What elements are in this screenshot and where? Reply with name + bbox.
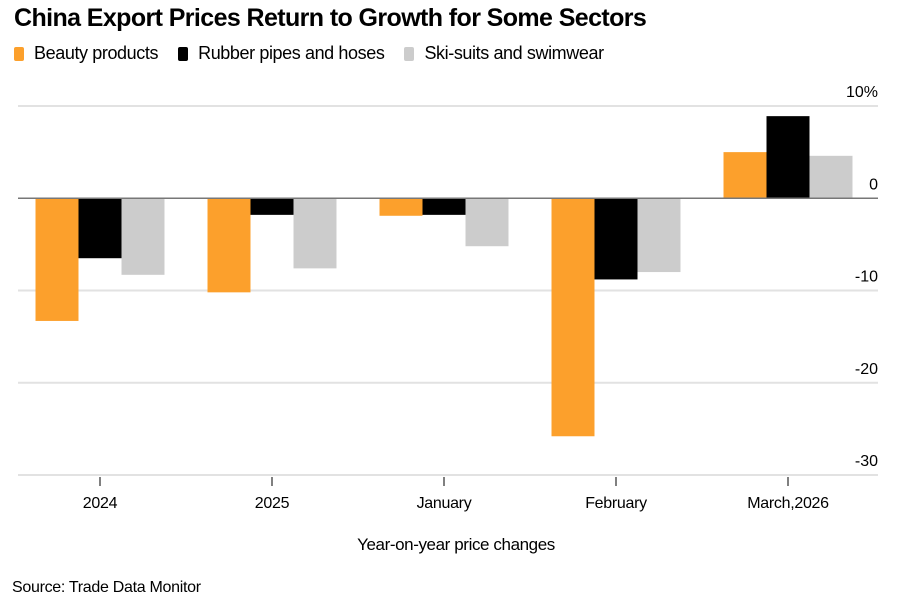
chart-title: China Export Prices Return to Growth for… [14,4,647,32]
bar-beauty-products-3 [551,198,595,437]
x-tick-label: 2024 [83,495,118,512]
legend-label-beauty-products: Beauty products [34,43,159,63]
bar-rubber-pipes-and-hoses-2 [422,198,466,215]
y-tick-label: -10 [855,269,878,286]
y-tick-label: 10% [846,84,878,101]
bar-beauty-products-2 [379,198,423,216]
bar-ski-suits-and-swimwear-1 [293,198,337,269]
bar-rubber-pipes-and-hoses-0 [78,198,122,259]
bar-beauty-products-4 [723,152,767,199]
y-tick-label: 0 [869,176,878,193]
legend-item-beauty-products: Beauty products [14,43,158,64]
bar-rubber-pipes-and-hoses-3 [594,198,638,280]
bars [35,116,853,437]
legend: Beauty products Rubber pipes and hoses S… [14,43,624,64]
bar-ski-suits-and-swimwear-4 [809,155,853,199]
legend-swatch-beauty-products [14,46,24,61]
legend-swatch-rubber-pipes [178,46,189,61]
source-note: Source: Trade Data Monitor [12,579,201,596]
bar-ski-suits-and-swimwear-0 [121,198,165,275]
x-tick-label: March,2026 [747,495,829,512]
legend-label-ski-suits: Ski-suits and swimwear [424,43,604,63]
bar-rubber-pipes-and-hoses-4 [766,116,810,199]
bar-ski-suits-and-swimwear-2 [465,198,509,247]
bar-rubber-pipes-and-hoses-1 [250,198,294,215]
bar-beauty-products-1 [207,198,251,293]
bar-ski-suits-and-swimwear-3 [637,198,681,273]
y-tick-labels: 10% 0 -10 -20 -30 [846,84,878,470]
x-tick-label: January [417,495,472,512]
gridlines [18,105,878,476]
legend-item-rubber-pipes: Rubber pipes and hoses [178,43,385,64]
x-axis-label: Year-on-year price changes [357,535,555,554]
bar-beauty-products-0 [35,198,79,321]
x-tick-label: 2025 [255,495,290,512]
legend-swatch-ski-suits [404,46,415,61]
y-tick-label: -30 [855,453,878,470]
x-ticks: 2024 2025 January February March,2026 [83,477,829,512]
x-tick-label: February [585,495,647,512]
legend-item-ski-suits: Ski-suits and swimwear [404,43,604,64]
y-tick-label: -20 [855,361,878,378]
legend-label-rubber-pipes: Rubber pipes and hoses [198,43,385,63]
